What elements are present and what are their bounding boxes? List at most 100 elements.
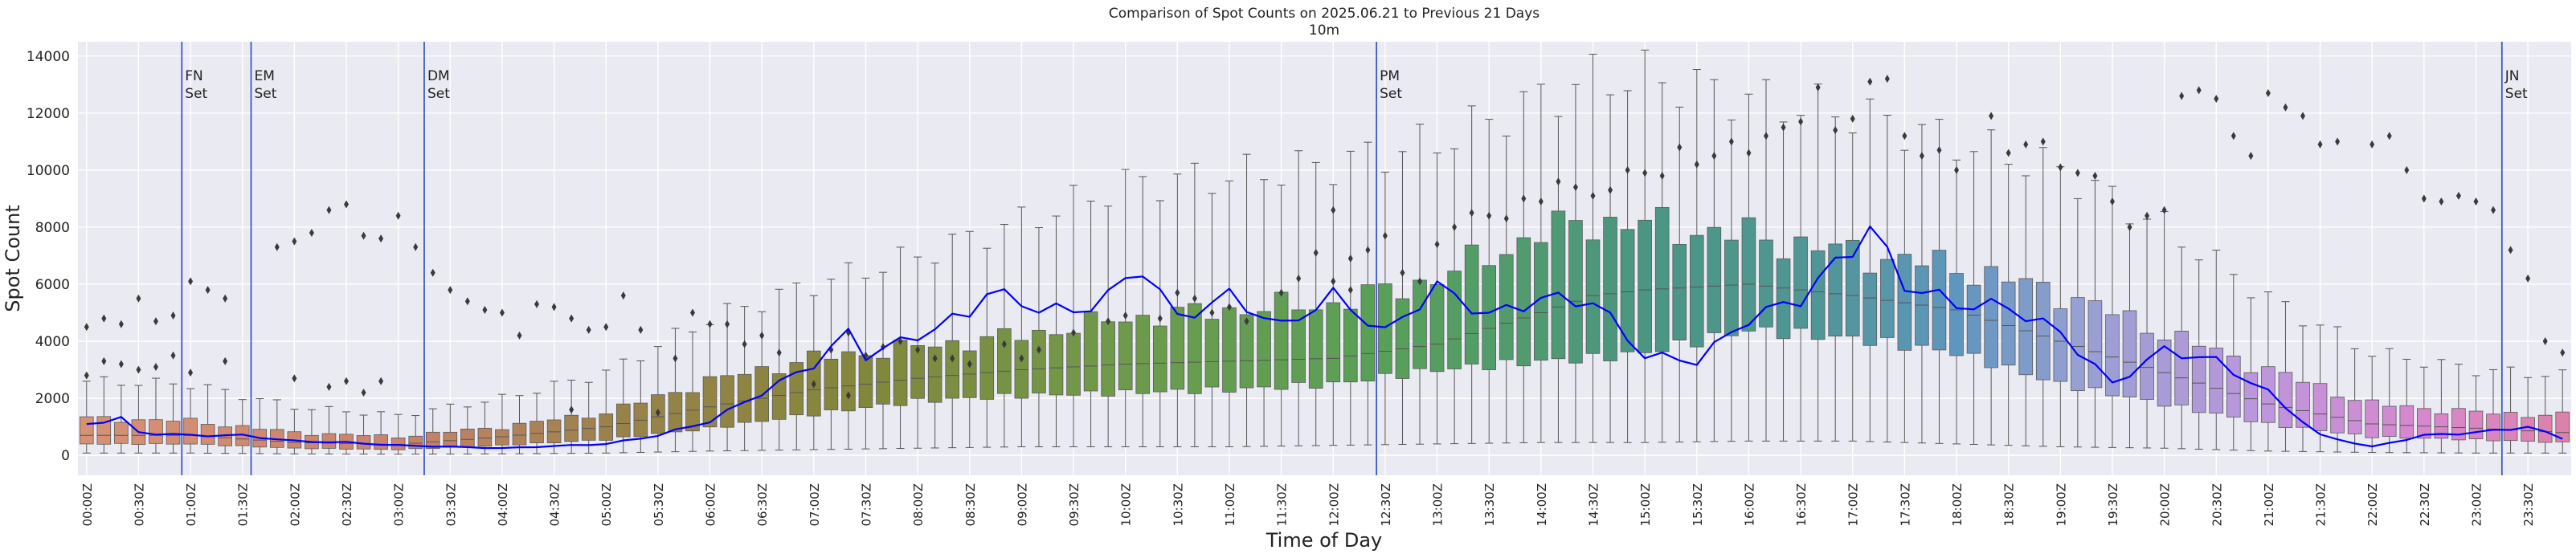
outlier-point xyxy=(2560,348,2566,357)
outlier-point xyxy=(1486,211,1492,220)
outlier-point xyxy=(1331,277,1336,286)
box xyxy=(425,431,440,450)
box xyxy=(685,392,700,432)
outlier-point xyxy=(1919,152,1924,161)
outlier-point xyxy=(413,242,419,251)
outlier-point xyxy=(759,331,765,340)
box xyxy=(1049,334,1064,396)
outlier-point xyxy=(950,354,955,363)
x-tick-label: 02:00Z xyxy=(288,483,302,527)
box xyxy=(1724,239,1739,336)
outlier-point xyxy=(1175,288,1180,297)
chart-title: Comparison of Spot Counts on 2025.06.21 … xyxy=(1109,6,1539,22)
x-tick-label: 01:00Z xyxy=(184,483,198,527)
box xyxy=(668,392,683,433)
x-tick-label: 17:30Z xyxy=(1898,483,1912,527)
box xyxy=(1343,308,1358,383)
outlier-point xyxy=(1209,308,1215,317)
outliers xyxy=(84,75,2566,417)
outlier-point xyxy=(1677,143,1683,152)
box xyxy=(720,375,734,428)
box xyxy=(789,362,804,416)
x-tick-label: 04:00Z xyxy=(496,483,510,527)
outlier-point xyxy=(586,325,591,334)
x-tick-label: 10:30Z xyxy=(1171,483,1185,527)
outlier-point xyxy=(430,268,435,277)
box xyxy=(2330,397,2345,434)
box xyxy=(1170,307,1185,390)
box xyxy=(2157,340,2172,407)
box xyxy=(2451,408,2466,441)
box xyxy=(2382,405,2397,438)
x-tick-label: 19:00Z xyxy=(2054,483,2068,527)
box xyxy=(1378,283,1392,374)
box xyxy=(1862,272,1878,346)
outlier-point xyxy=(309,229,314,238)
box xyxy=(1257,311,1271,388)
y-tick-label: 14000 xyxy=(27,49,70,65)
box xyxy=(390,438,406,450)
x-tick-label: 00:30Z xyxy=(132,483,146,527)
outlier-point xyxy=(2370,140,2375,149)
outlier-point xyxy=(1122,312,1128,320)
x-tick-label: 22:00Z xyxy=(2365,483,2380,527)
outlier-point xyxy=(1590,191,1596,200)
x-tick-label: 03:00Z xyxy=(392,483,407,527)
x-tick-label: 18:30Z xyxy=(2002,483,2017,527)
box xyxy=(2537,414,2553,443)
outlier-point xyxy=(2508,246,2513,255)
outlier-point xyxy=(638,325,644,334)
outlier-point xyxy=(1296,274,1302,283)
outlier-point xyxy=(1382,231,1388,240)
box xyxy=(546,419,562,444)
outlier-point xyxy=(1347,255,1353,263)
outlier-point xyxy=(84,323,89,332)
outlier-point xyxy=(2386,132,2392,141)
outlier-point xyxy=(2058,163,2063,172)
outlier-point xyxy=(1954,165,1960,174)
outlier-point xyxy=(1728,137,1734,146)
outlier-point xyxy=(2145,211,2150,220)
outlier-point xyxy=(1019,354,1024,363)
y-tick-label: 6000 xyxy=(35,277,70,293)
outlier-point xyxy=(551,303,557,312)
box xyxy=(2087,300,2103,389)
box xyxy=(2191,345,2206,413)
box xyxy=(2347,400,2362,434)
outlier-point xyxy=(534,299,540,308)
box xyxy=(1966,284,1981,354)
x-tick-label: 09:30Z xyxy=(1067,483,1082,527)
outlier-point xyxy=(1884,75,1890,83)
outlier-point xyxy=(967,360,972,369)
y-tick-label: 0 xyxy=(61,448,70,464)
event-label: DM xyxy=(427,68,450,84)
box xyxy=(754,366,769,422)
box xyxy=(495,429,509,446)
box xyxy=(1672,244,1687,341)
outlier-point xyxy=(1278,288,1284,297)
box xyxy=(1308,309,1323,389)
x-tick-label: 05:00Z xyxy=(599,483,614,527)
box xyxy=(1239,314,1254,389)
outlier-point xyxy=(1850,114,1855,123)
box xyxy=(2468,410,2484,440)
plot-area xyxy=(78,42,2571,475)
outlier-point xyxy=(2127,222,2132,231)
outlier-point xyxy=(2335,137,2341,146)
event-label: EM xyxy=(254,68,274,84)
outlier-point xyxy=(1538,197,1544,206)
box xyxy=(1152,325,1167,393)
boxes xyxy=(79,206,2570,450)
box xyxy=(1014,340,1029,399)
outlier-point xyxy=(1833,126,1838,135)
box xyxy=(1482,265,1497,370)
box xyxy=(2122,310,2137,398)
x-tick-label: 13:00Z xyxy=(1431,483,1445,527)
outlier-point xyxy=(2230,132,2236,141)
outlier-point xyxy=(898,337,903,346)
box xyxy=(858,355,873,409)
outlier-point xyxy=(2491,206,2496,214)
box xyxy=(1707,226,1722,333)
outlier-point xyxy=(932,354,938,363)
outlier-point xyxy=(170,312,176,320)
